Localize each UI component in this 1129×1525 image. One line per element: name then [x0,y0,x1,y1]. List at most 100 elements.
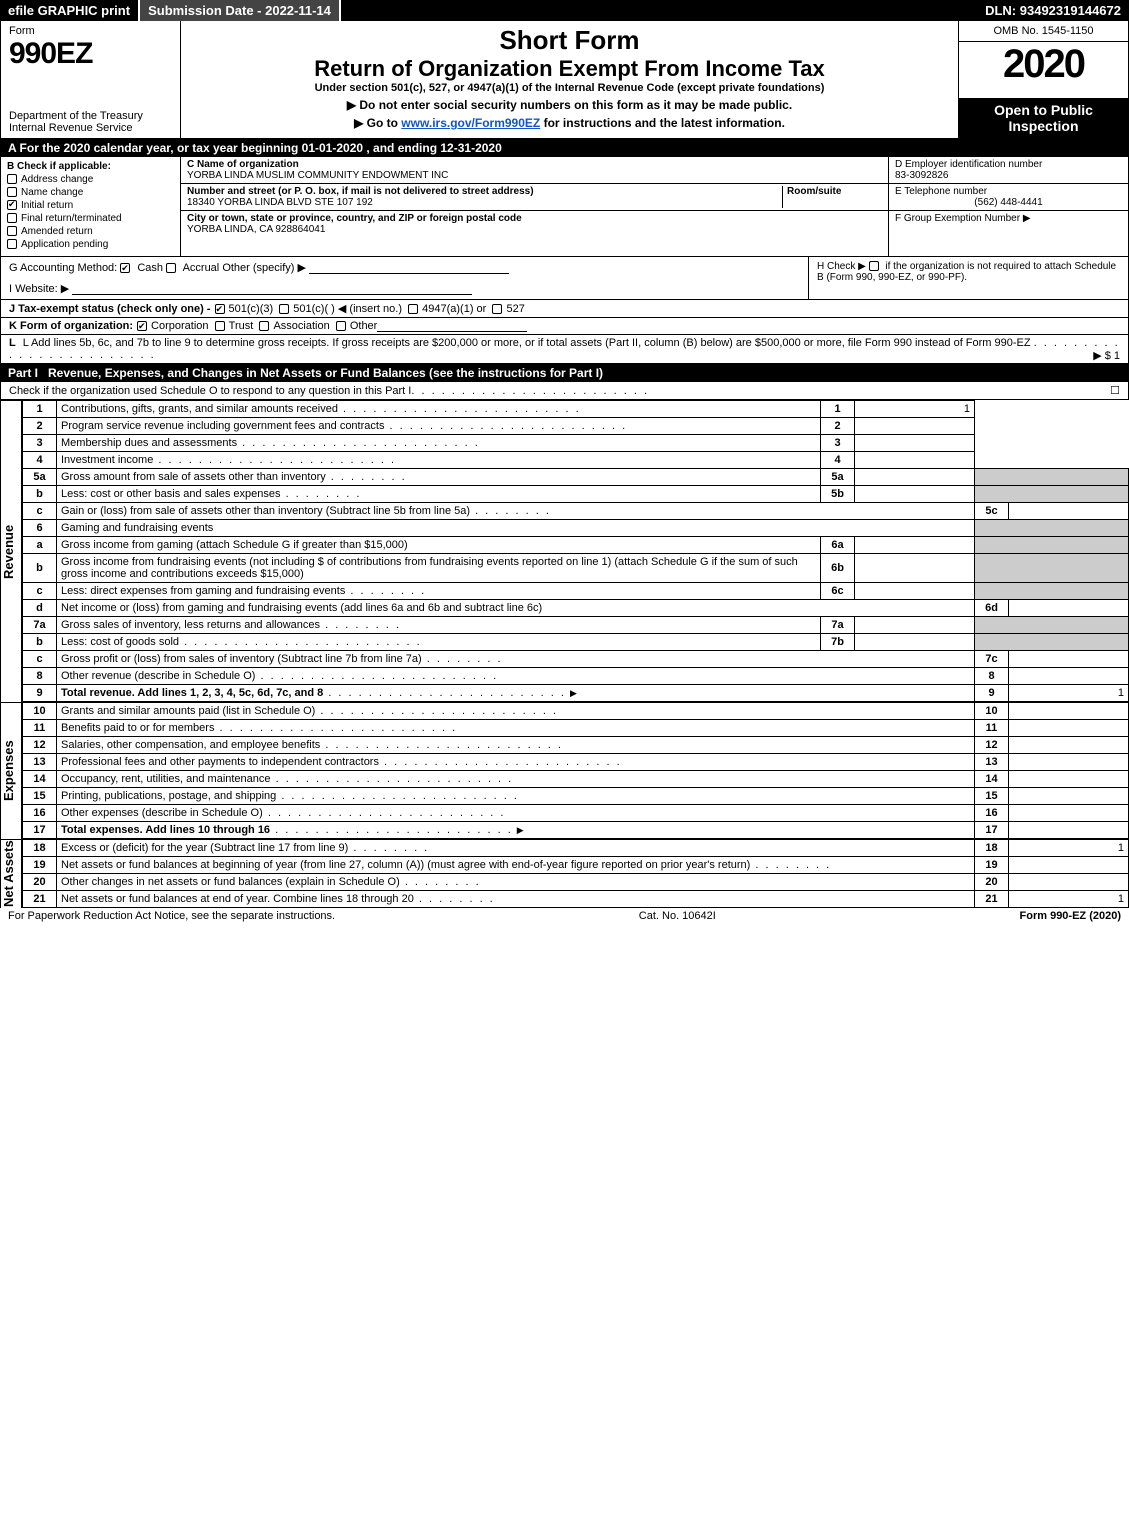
l-value: ▶ $ 1 [1093,349,1120,362]
checkbox-icon[interactable] [137,321,147,331]
dots [323,687,566,699]
line-amount: 1 [1009,840,1129,857]
checkbox-icon[interactable] [492,304,502,314]
line-11: 11Benefits paid to or for members11 [23,720,1129,737]
line-3: 3Membership dues and assessments3 [23,435,1129,452]
dots [470,505,551,517]
dots [384,420,627,432]
line-num: 5a [23,469,57,486]
checkbox-icon[interactable] [166,263,176,273]
line-1: 1Contributions, gifts, grants, and simil… [23,401,1129,418]
org-name-label: C Name of organization [187,159,299,170]
line-19: 19Net assets or fund balances at beginni… [23,857,1129,874]
line-num: 13 [23,754,57,771]
j-label: J Tax-exempt status (check only one) - [9,303,211,315]
line-subcol: 6c [821,583,855,600]
part-i-bar: Part I Revenue, Expenses, and Changes in… [0,364,1129,382]
dots [179,636,422,648]
box-d: D Employer identification number 83-3092… [889,157,1128,184]
org-addr-row: Number and street (or P. O. box, if mail… [181,184,888,211]
line-num: 7a [23,617,57,634]
k-other-field[interactable] [377,320,527,332]
checkbox-icon[interactable] [120,263,130,273]
line-num: b [23,486,57,503]
checkbox-icon[interactable] [279,304,289,314]
line-7b: bLess: cost of goods sold7b [23,634,1129,651]
j-527: 527 [506,303,524,315]
chk-name-change[interactable]: Name change [7,187,174,198]
line-4: 4Investment income4 [23,452,1129,469]
ein-label: D Employer identification number [895,159,1042,170]
dots [348,842,429,854]
top-bar: efile GRAPHIC print Submission Date - 20… [0,0,1129,21]
checkbox-icon [7,187,17,197]
checkbox-icon[interactable] [215,321,225,331]
org-city-value: YORBA LINDA, CA 928864041 [187,224,325,235]
line-col: 10 [975,703,1009,720]
efile-print-label[interactable]: efile GRAPHIC print [0,0,140,21]
arrow-icon [513,824,528,836]
line-col: 1 [821,401,855,418]
checkbox-icon[interactable] [869,261,879,271]
netassets-section: Net Assets 18Excess or (deficit) for the… [0,839,1129,908]
chk-final-return[interactable]: Final return/terminated [7,213,174,224]
j-4947: 4947(a)(1) or [422,303,486,315]
box-c: C Name of organization YORBA LINDA MUSLI… [181,157,888,256]
line-text: Less: cost or other basis and sales expe… [61,488,281,500]
line-amount [855,452,975,469]
line-num: 21 [23,891,57,908]
irs-link[interactable]: www.irs.gov/Form990EZ [401,116,540,130]
submission-date: Submission Date - 2022-11-14 [140,0,341,21]
checkbox-icon[interactable] [408,304,418,314]
checkbox-icon[interactable] [259,321,269,331]
dln-value: 93492319144672 [1020,3,1121,18]
header-left: Form 990EZ Department of the Treasury In… [1,21,181,138]
page-footer: For Paperwork Reduction Act Notice, see … [0,908,1129,924]
dots [379,756,622,768]
line-5b: b Less: cost or other basis and sales exp… [23,486,1129,503]
line-num: b [23,554,57,583]
line-20: 20Other changes in net assets or fund ba… [23,874,1129,891]
line-amount [1009,720,1129,737]
chk-application-pending[interactable]: Application pending [7,239,174,250]
under-section-text: Under section 501(c), 527, or 4947(a)(1)… [191,82,948,94]
line-amount: 1 [1009,685,1129,702]
line-col: 6d [975,600,1009,617]
g-other-field[interactable] [309,262,509,274]
line-amount [1009,668,1129,685]
line-col: 21 [975,891,1009,908]
website-field[interactable] [72,283,472,295]
line-text: Less: cost of goods sold [61,636,179,648]
line-subamount [855,617,975,634]
chk-initial-return[interactable]: Initial return [7,200,174,211]
line-num: c [23,503,57,520]
line-9: 9Total revenue. Add lines 1, 2, 3, 4, 5c… [23,685,1129,702]
line-subcol: 7a [821,617,855,634]
line-subamount [855,537,975,554]
line-text: Gaming and fundraising events [61,522,213,534]
expenses-vlabel: Expenses [0,702,22,839]
line-amount [1009,822,1129,839]
shade-cell [975,554,1129,583]
shade-cell [975,469,1129,486]
org-addr-label: Number and street (or P. O. box, if mail… [187,186,534,197]
checkbox-icon[interactable] [336,321,346,331]
line-text: Occupancy, rent, utilities, and maintena… [61,773,271,785]
line-text: Other changes in net assets or fund bala… [61,876,400,888]
footer-left: For Paperwork Reduction Act Notice, see … [8,910,335,922]
k-corp: Corporation [151,320,208,332]
phone-label: E Telephone number [895,186,987,197]
g-accrual: Accrual [183,262,220,274]
line-text: Printing, publications, postage, and shi… [61,790,276,802]
chk-label: Address change [21,174,93,185]
line-amount [855,435,975,452]
line-6: 6Gaming and fundraising events [23,520,1129,537]
chk-label: Application pending [21,239,108,250]
chk-address-change[interactable]: Address change [7,174,174,185]
part-i-checkbox[interactable]: ☐ [1110,384,1120,397]
dots [411,385,649,397]
checkbox-icon[interactable] [215,304,225,314]
dots [276,790,519,802]
chk-amended-return[interactable]: Amended return [7,226,174,237]
line-amount [1009,503,1129,520]
